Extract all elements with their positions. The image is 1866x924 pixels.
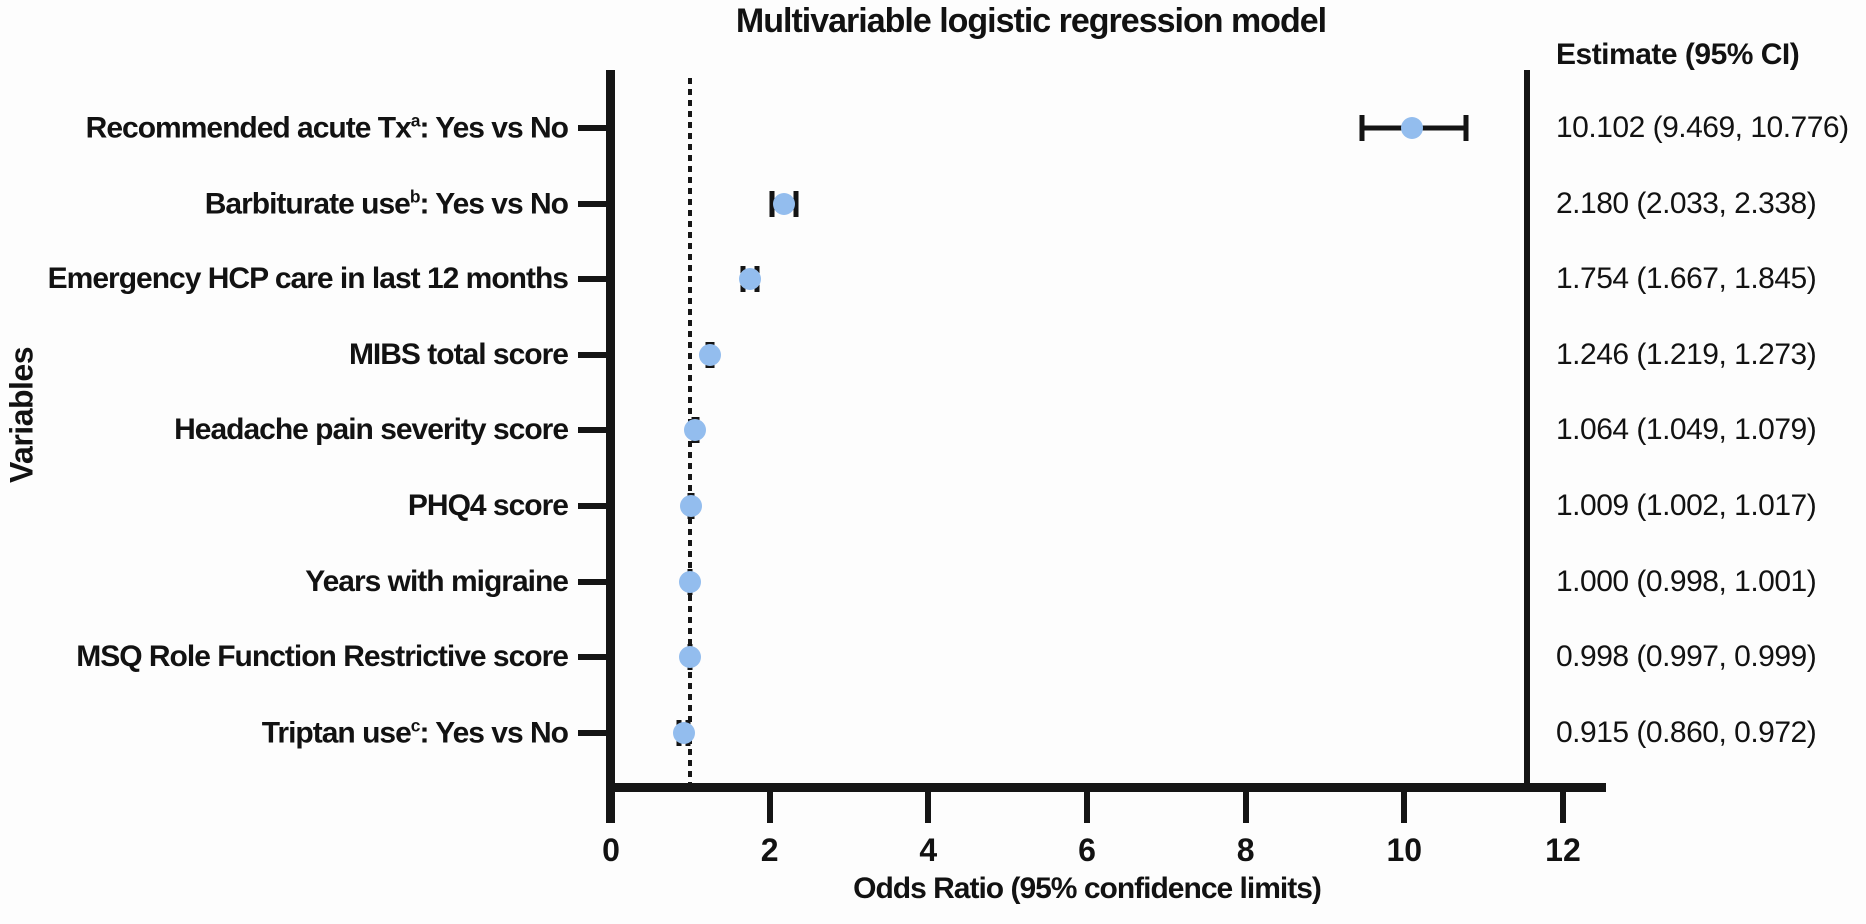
ci-whisker-cap (1463, 115, 1469, 141)
variable-label: PHQ4 score (407, 489, 569, 522)
variable-label: MSQ Role Function Restrictive score (76, 640, 569, 674)
estimate-value-text: 1.246 (1.219, 1.273) (1556, 337, 1817, 371)
estimate-value-text: 2.180 (2.033, 2.338) (1556, 186, 1817, 220)
x-tick-label: 6 (1078, 832, 1096, 868)
y-tick-mark (578, 729, 611, 736)
x-axis-label: Odds Ratio (95% confidence limits) (853, 872, 1322, 905)
y-tick-mark (578, 200, 611, 207)
x-axis-line (606, 783, 1606, 792)
x-tick-mark (608, 787, 614, 823)
estimate-value-text: 0.915 (0.860, 0.972) (1556, 715, 1817, 749)
ci-whisker-cap (769, 190, 775, 217)
odds-ratio-marker (1401, 117, 1424, 139)
y-tick-mark (578, 427, 611, 434)
odds-ratio-marker (679, 646, 702, 669)
variable-label: MIBS total score (348, 337, 569, 371)
estimate-value-text: 0.998 (0.997, 0.999) (1556, 640, 1817, 674)
odds-ratio-marker (698, 343, 721, 366)
odds-ratio-marker (672, 721, 695, 744)
right-border-line (1524, 70, 1530, 791)
y-tick-mark (578, 503, 611, 509)
y-tick-mark (578, 351, 611, 358)
odds-ratio-marker (772, 192, 795, 215)
odds-ratio-marker (739, 268, 762, 291)
y-tick-mark (578, 578, 611, 585)
x-tick-mark (766, 787, 773, 823)
variable-label: Years with migraine (305, 564, 569, 598)
odds-ratio-marker (680, 495, 703, 517)
y-tick-mark (578, 654, 611, 661)
x-tick-mark (925, 787, 932, 823)
x-tick-mark (1559, 787, 1566, 823)
variable-label: Headache pain severity score (174, 413, 569, 447)
estimate-value-text: 1.064 (1.049, 1.079) (1556, 413, 1817, 447)
x-tick-mark (1083, 787, 1090, 823)
chart-title: Multivariable logistic regression model (735, 2, 1327, 40)
variable-label: Triptan usec: Yes vs No (261, 715, 569, 750)
x-tick-label: 10 (1386, 832, 1423, 868)
odds-ratio-marker (684, 419, 707, 442)
y-tick-mark (578, 276, 611, 283)
estimate-value-text: 1.009 (1.002, 1.017) (1556, 489, 1817, 522)
ci-whisker-cap (1359, 115, 1365, 141)
x-tick-mark (1242, 787, 1249, 823)
x-tick-label: 2 (760, 832, 779, 868)
x-tick-mark (1401, 787, 1408, 823)
x-tick-label: 4 (919, 832, 938, 868)
y-axis-line (606, 70, 615, 823)
estimate-column-header: Estimate (95% CI) (1556, 38, 1800, 71)
x-tick-label: 0 (602, 832, 620, 868)
odds-ratio-marker (679, 570, 702, 593)
estimate-value-text: 1.754 (1.667, 1.845) (1556, 262, 1817, 296)
estimate-value-text: 10.102 (9.469, 10.776) (1556, 111, 1849, 144)
variable-label: Recommended acute Txa: Yes vs No (85, 110, 569, 145)
ci-whisker-cap (793, 190, 799, 217)
x-tick-label: 12 (1545, 832, 1581, 868)
y-tick-mark (578, 125, 611, 131)
variable-label: Emergency HCP care in last 12 months (47, 262, 569, 296)
variable-label: Barbiturate useb: Yes vs No (204, 186, 569, 221)
estimate-value-text: 1.000 (0.998, 1.001) (1556, 564, 1817, 598)
x-tick-label: 8 (1236, 832, 1255, 868)
